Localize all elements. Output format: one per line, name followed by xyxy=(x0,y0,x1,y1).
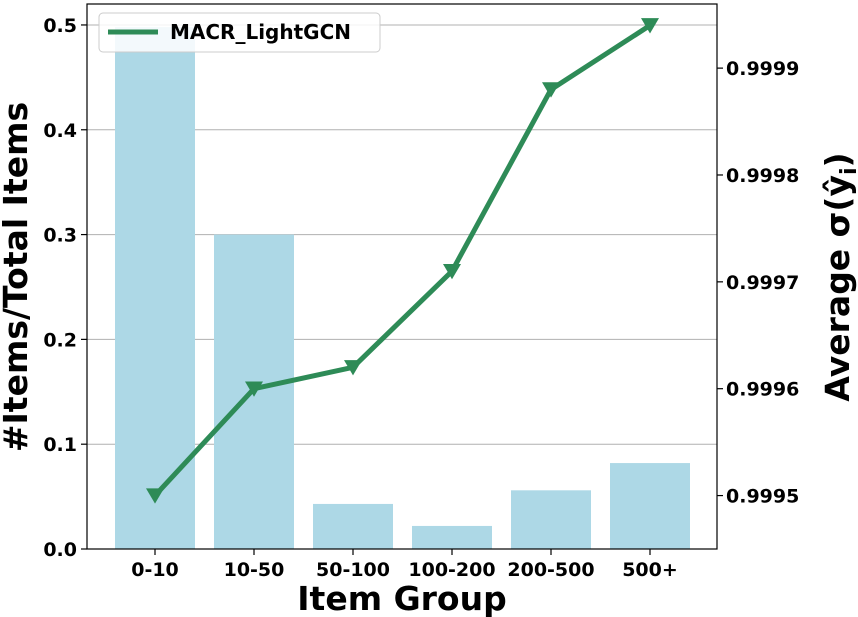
left-axis-title: #Items/Total Items xyxy=(0,102,35,452)
left-tick-label: 0.1 xyxy=(43,434,77,456)
series-marker xyxy=(146,488,164,504)
left-axis: 0.0 0.1 0.2 0.3 0.4 0.5 xyxy=(43,15,87,561)
bar xyxy=(115,27,195,550)
line-series xyxy=(146,18,659,504)
legend-box xyxy=(98,12,381,53)
bar xyxy=(313,503,393,549)
x-tick-label: 100-200 xyxy=(408,559,495,581)
series-marker xyxy=(542,82,560,98)
right-axis-title-subscript: i xyxy=(837,167,858,175)
legend: MACR_LightGCN xyxy=(98,12,381,53)
right-axis-title-main: Average σ(ŷ xyxy=(818,175,857,402)
right-tick-label: 0.9997 xyxy=(726,272,799,294)
left-tick-label: 0.4 xyxy=(43,120,77,142)
x-axis-title: Item Group xyxy=(297,579,506,617)
left-tick-label: 0.2 xyxy=(43,329,77,351)
right-tick-label: 0.9996 xyxy=(726,379,799,401)
x-tick-label: 0-10 xyxy=(131,559,179,581)
right-axis-title-close: ) xyxy=(818,152,857,167)
right-tick-label: 0.9999 xyxy=(726,58,799,80)
plot-frame xyxy=(86,3,718,550)
series-line xyxy=(153,23,652,498)
series-marker xyxy=(344,360,362,376)
series-marker xyxy=(245,381,263,397)
bar xyxy=(610,463,690,549)
x-tick-label: 50-100 xyxy=(316,559,390,581)
legend-label: MACR_LightGCN xyxy=(170,20,351,44)
x-tick-label: 500+ xyxy=(622,559,678,581)
left-tick-label: 0.0 xyxy=(43,539,77,561)
right-tick-label: 0.9998 xyxy=(726,165,799,187)
right-axis: 0.9995 0.9996 0.9997 0.9998 0.9999 xyxy=(717,58,799,508)
left-tick-label: 0.5 xyxy=(43,15,77,37)
x-tick-label: 10-50 xyxy=(224,559,285,581)
bar xyxy=(511,490,591,549)
x-tick-label: 200-500 xyxy=(507,559,594,581)
right-axis-title: Average σ(ŷi) xyxy=(818,152,858,401)
bar xyxy=(412,525,492,549)
series-marker xyxy=(443,263,461,280)
right-tick-label: 0.9995 xyxy=(726,486,799,508)
left-tick-label: 0.3 xyxy=(43,225,77,247)
series-marker xyxy=(641,18,659,34)
bar-series xyxy=(115,27,690,550)
x-axis: 0-10 10-50 50-100 100-200 200-500 500+ xyxy=(131,549,678,581)
